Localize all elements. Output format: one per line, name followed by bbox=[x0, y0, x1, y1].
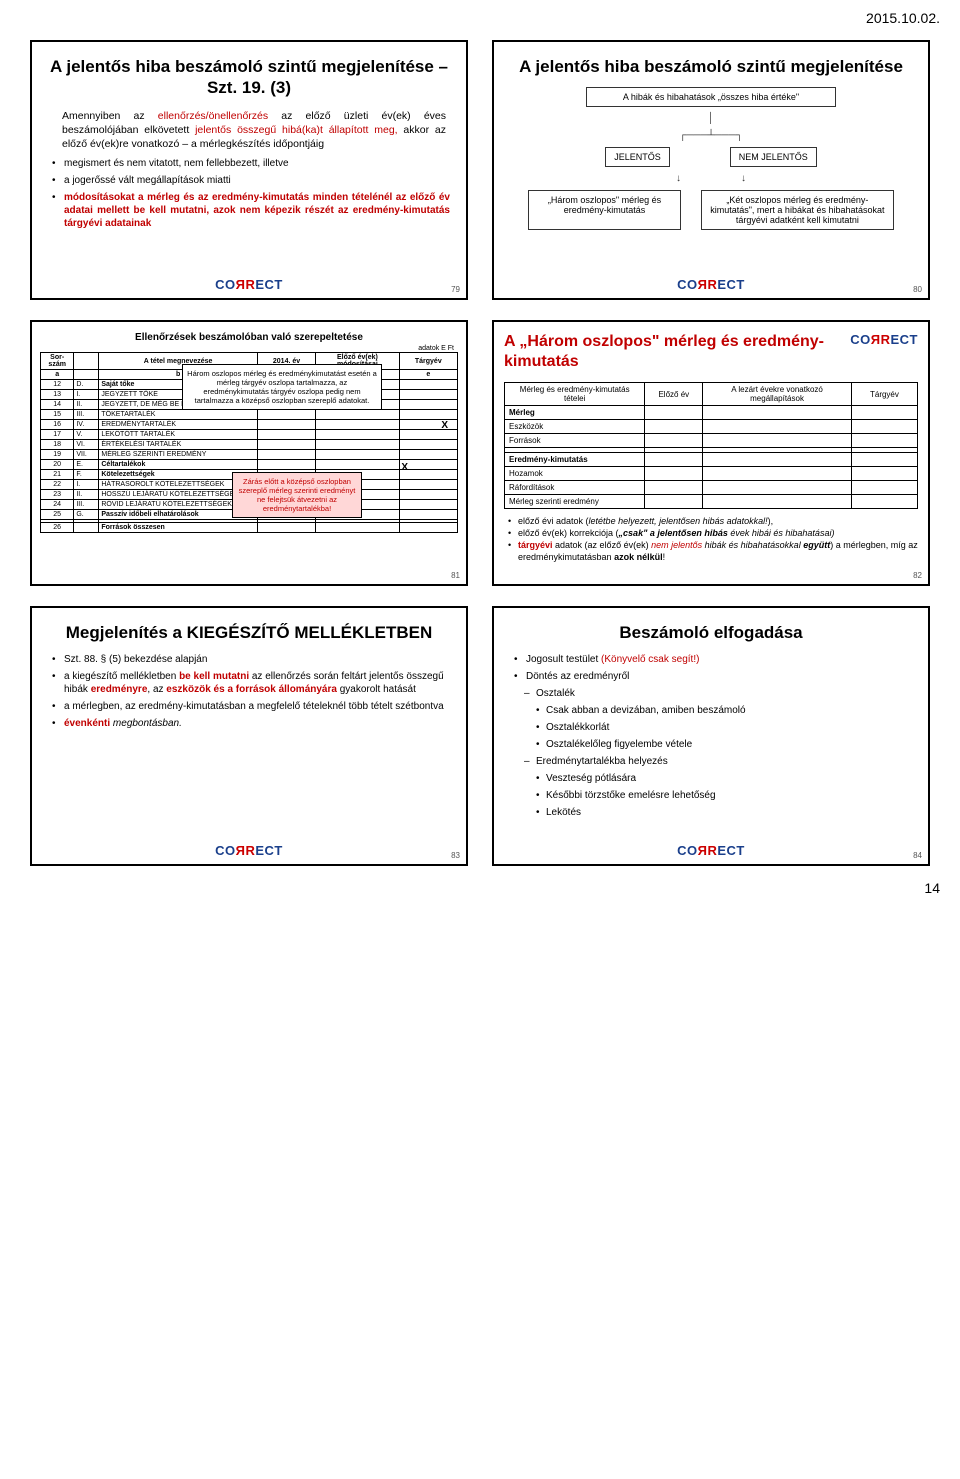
table-row: 19VII.MÉRLEG SZERINTI EREDMÉNY bbox=[41, 450, 458, 460]
unit-label: adatok E Ft bbox=[40, 345, 458, 352]
slide-title: Megjelenítés a KIEGÉSZÍTŐ MELLÉKLETBEN bbox=[48, 622, 450, 643]
page-number: 14 bbox=[0, 876, 960, 906]
table-row: 17V.LEKÖTÖTT TARTALÉK bbox=[41, 430, 458, 440]
bullet: a jogerőssé vált megállapítások miatti bbox=[52, 174, 450, 187]
table-row: 26Források összesen bbox=[41, 523, 458, 533]
table-row: Ráfordítások bbox=[505, 481, 918, 495]
slide-number: 80 bbox=[913, 285, 922, 294]
slide-number: 81 bbox=[451, 571, 460, 580]
bullet: a mérlegben, az eredmény-kimutatásban a … bbox=[52, 700, 450, 713]
table-row: 15III.TŐKETARTALÉK bbox=[41, 410, 458, 420]
overlay-note-1: Három oszlopos mérleg és eredménykimutat… bbox=[182, 364, 382, 410]
note: előző év(ek) korrekciója („csak" a jelen… bbox=[508, 527, 918, 539]
bullet-sub2: Veszteség pótlására bbox=[514, 772, 912, 785]
table-row: Mérleg szerinti eredmény bbox=[505, 495, 918, 509]
bullet: Szt. 88. § (5) bekezdése alapján bbox=[52, 653, 450, 666]
flow-connector: │ bbox=[708, 113, 714, 124]
bullet-sub2: Csak abban a devizában, amiben beszámoló bbox=[514, 704, 912, 717]
slide-number: 79 bbox=[451, 285, 460, 294]
flow-box-nemjelentos: NEM JELENTŐS bbox=[730, 147, 817, 167]
slide81-title: Ellenőrzések beszámolóban való szerepelt… bbox=[40, 332, 458, 343]
logo: COЯRECT bbox=[677, 843, 745, 858]
slide-79: A jelentős hiba beszámoló szintű megjele… bbox=[30, 40, 468, 300]
table-row: 16IV.EREDMÉNYTARTALÉK bbox=[41, 420, 458, 430]
bullet-sub: Eredménytartalékba helyezés bbox=[514, 755, 912, 768]
bullet-sub2: Osztalékelőleg figyelembe vétele bbox=[514, 738, 912, 751]
table-row: Eszközök bbox=[505, 420, 918, 434]
slide-81: Ellenőrzések beszámolóban való szerepelt… bbox=[30, 320, 468, 586]
page-date: 2015.10.02. bbox=[0, 0, 960, 30]
slide-80: A jelentős hiba beszámoló szintű megjele… bbox=[492, 40, 930, 300]
slide82-title: A „Három oszlopos" mérleg és eredmény-ki… bbox=[504, 332, 840, 372]
slide-82: A „Három oszlopos" mérleg és eredmény-ki… bbox=[492, 320, 930, 586]
table-row: Hozamok bbox=[505, 467, 918, 481]
bullet-sub2: Későbbi törzstőke emelésre lehetőség bbox=[514, 789, 912, 802]
logo: COЯRECT bbox=[215, 277, 283, 292]
slide-title: A jelentős hiba beszámoló szintű megjele… bbox=[510, 56, 912, 77]
slide-number: 82 bbox=[913, 571, 922, 580]
bullet: évenkénti megbontásban. bbox=[52, 717, 450, 730]
flow-box-left: „Három oszlopos" mérleg és eredmény-kimu… bbox=[528, 190, 681, 230]
bullet-sub: Osztalék bbox=[514, 687, 912, 700]
table-row: Mérleg bbox=[505, 406, 918, 420]
overlay-note-2: Zárás előtt a középső oszlopban szereplő… bbox=[232, 472, 362, 518]
table-row: 20E.Céltartalékok bbox=[41, 460, 458, 470]
x-mark-2: X bbox=[401, 462, 408, 473]
notes-list: előző évi adatok (letétbe helyezett, jel… bbox=[504, 515, 918, 564]
slide-number: 83 bbox=[451, 851, 460, 860]
bullet: Döntés az eredményről bbox=[514, 670, 912, 683]
table-row: 18VI.ÉRTÉKELÉSI TARTALÉK bbox=[41, 440, 458, 450]
flow-box-right: „Két oszlopos mérleg és eredmény-kimutat… bbox=[701, 190, 894, 230]
bullet: módosításokat a mérleg és az eredmény-ki… bbox=[52, 191, 450, 230]
slide-title: Beszámoló elfogadása bbox=[510, 622, 912, 643]
bullet-sub2: Osztalékkorlát bbox=[514, 721, 912, 734]
logo: COЯRECT bbox=[215, 843, 283, 858]
slide-number: 84 bbox=[913, 851, 922, 860]
bullet: a kiegészítő mellékletben be kell mutatn… bbox=[52, 670, 450, 696]
note: előző évi adatok (letétbe helyezett, jel… bbox=[508, 515, 918, 527]
note: tárgyévi adatok (az előző év(ek) nem jel… bbox=[508, 539, 918, 563]
bullet: megismert és nem vitatott, nem fellebbez… bbox=[52, 157, 450, 170]
bullet-sub2: Lekötés bbox=[514, 806, 912, 819]
x-mark-1: X bbox=[441, 420, 448, 431]
bullet: Jogosult testület (Könyvelő csak segít!) bbox=[514, 653, 912, 666]
flow-box-jelentos: JELENTŐS bbox=[605, 147, 670, 167]
flowchart: A hibák és hibahatások „összes hiba érté… bbox=[510, 87, 912, 230]
table-row: Források bbox=[505, 434, 918, 448]
table-header-row: Mérleg és eredmény-kimutatás tételei Elő… bbox=[505, 383, 918, 406]
logo: COЯRECT bbox=[677, 277, 745, 292]
slide-84: Beszámoló elfogadása Jogosult testület (… bbox=[492, 606, 930, 866]
slide-title: A jelentős hiba beszámoló szintű megjele… bbox=[48, 56, 450, 99]
table-row: Eredmény-kimutatás bbox=[505, 453, 918, 467]
logo: COЯRECT bbox=[850, 332, 918, 347]
flow-box-top: A hibák és hibahatások „összes hiba érté… bbox=[586, 87, 835, 107]
slide-83: Megjelenítés a KIEGÉSZÍTŐ MELLÉKLETBEN S… bbox=[30, 606, 468, 866]
slides-grid: A jelentős hiba beszámoló szintű megjele… bbox=[0, 30, 960, 876]
table-82: Mérleg és eredmény-kimutatás tételei Elő… bbox=[504, 382, 918, 509]
slide79-para: Amennyiben az ellenőrzés/önellenőrzés az… bbox=[48, 109, 450, 158]
